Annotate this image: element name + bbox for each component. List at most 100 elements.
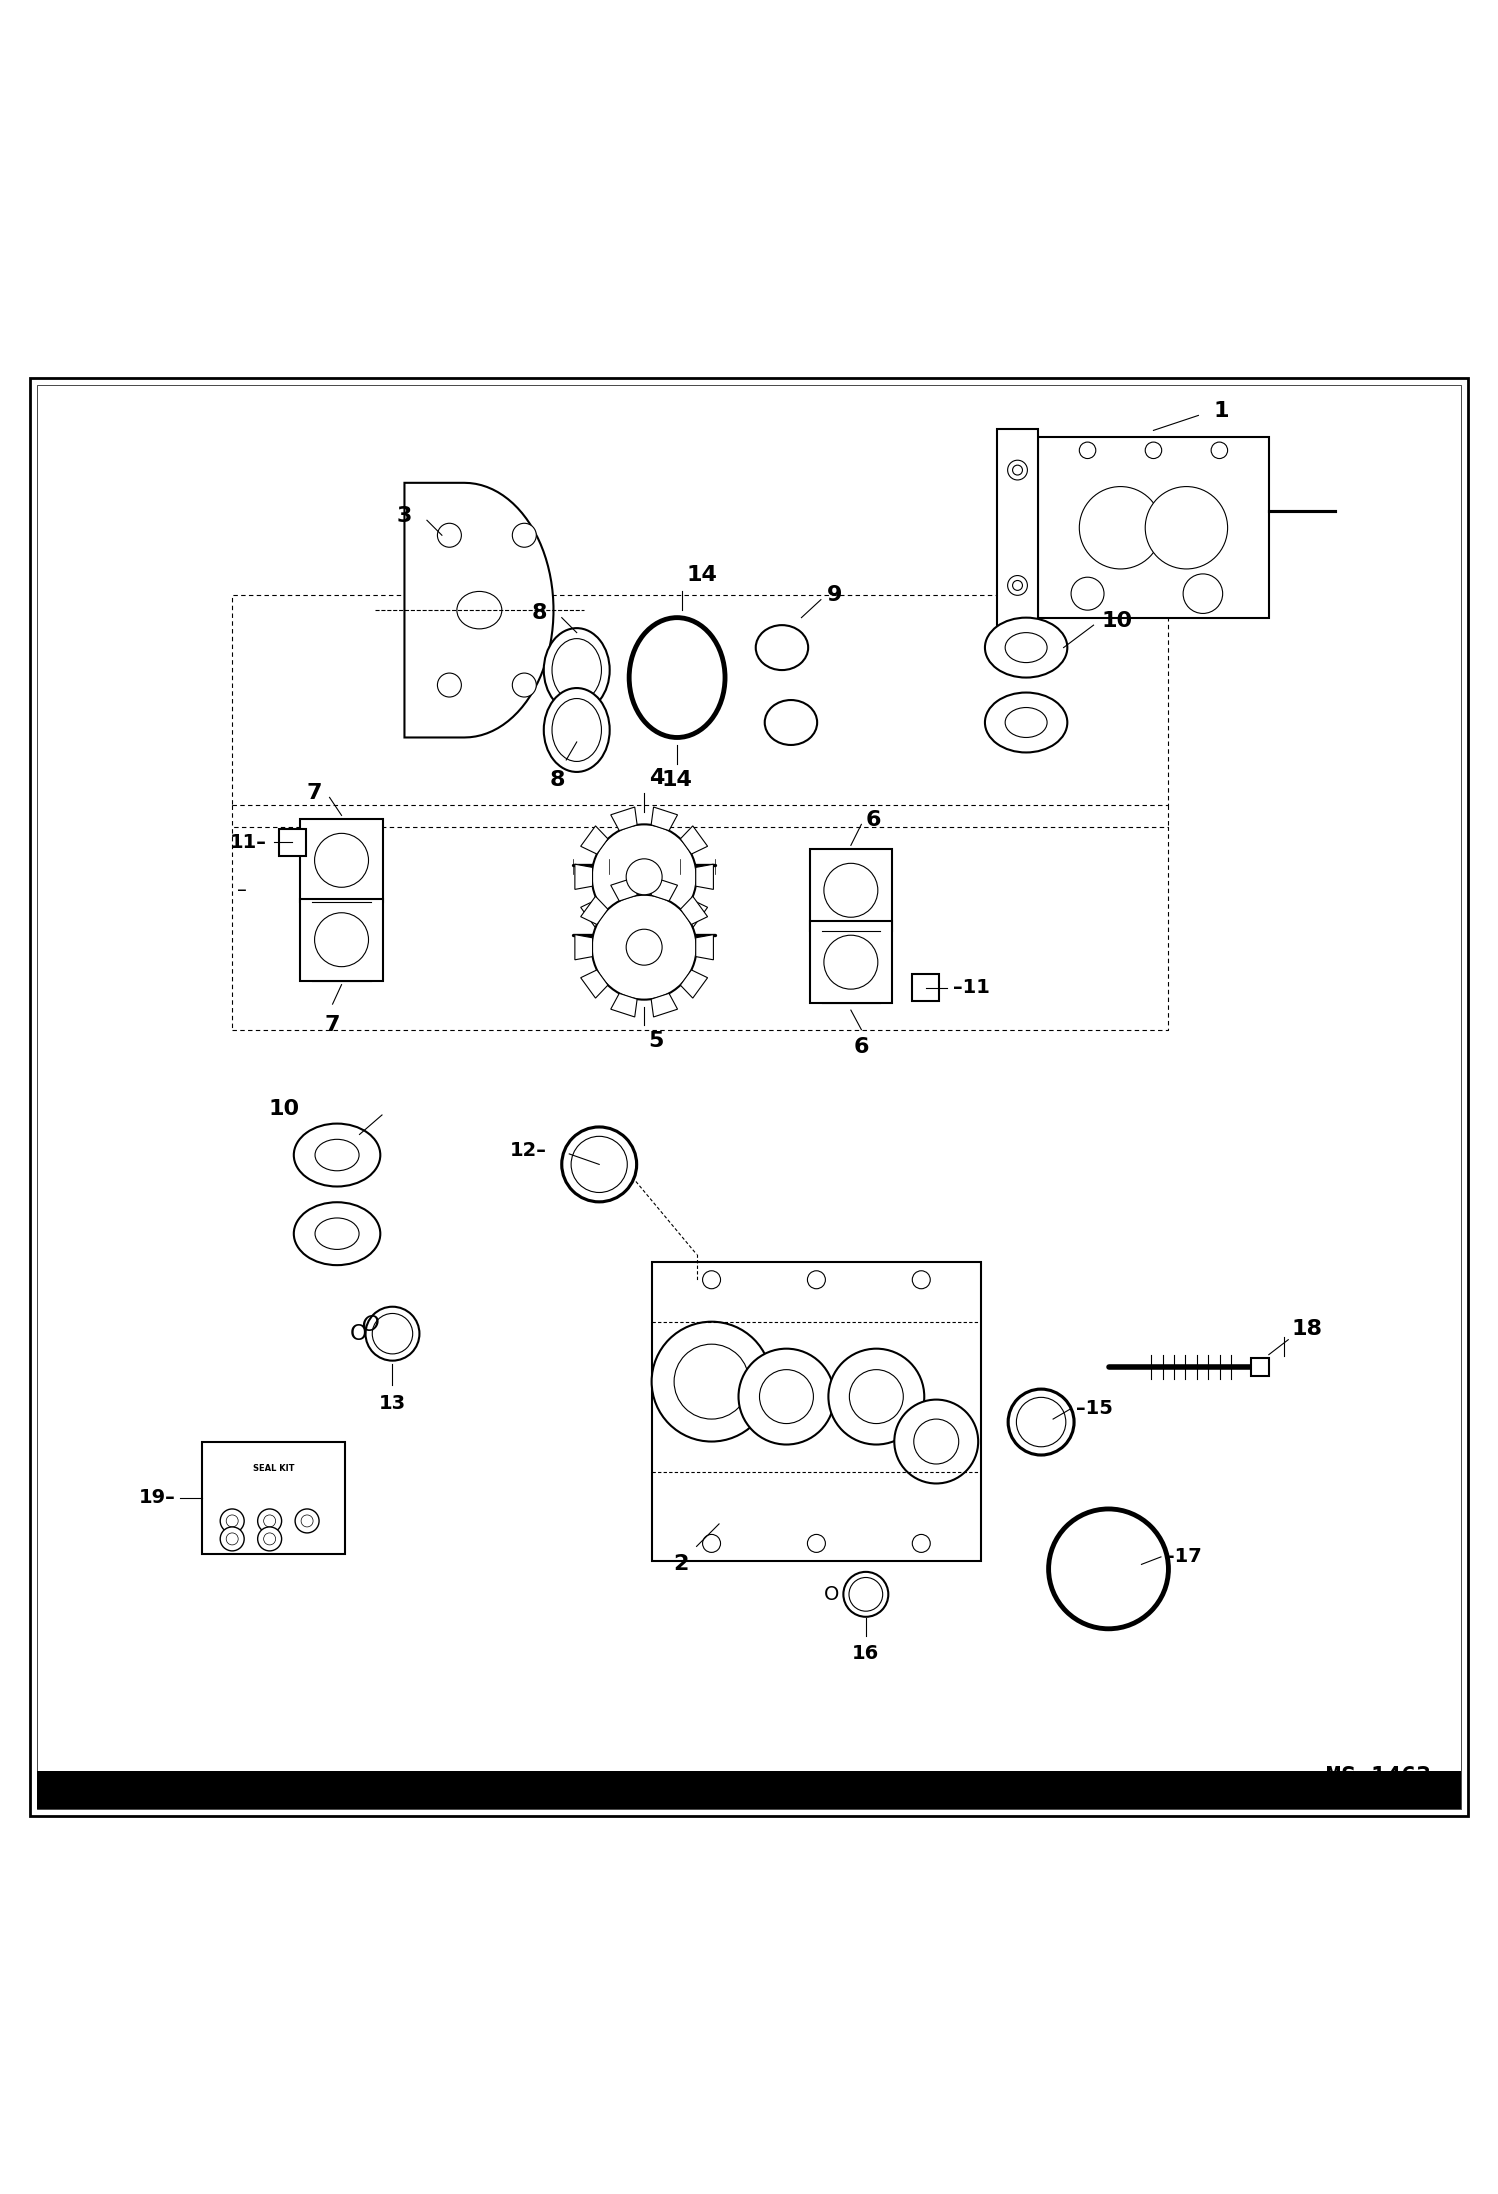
Ellipse shape	[544, 627, 610, 713]
Circle shape	[652, 1321, 771, 1441]
Polygon shape	[652, 878, 677, 902]
Ellipse shape	[1016, 1398, 1067, 1446]
Polygon shape	[611, 994, 637, 1018]
Circle shape	[220, 1509, 244, 1534]
Text: 1: 1	[1213, 402, 1228, 421]
Ellipse shape	[366, 1308, 419, 1360]
Circle shape	[220, 1527, 244, 1551]
Bar	[279, 829, 306, 856]
Text: 14: 14	[662, 770, 692, 790]
Ellipse shape	[629, 619, 725, 737]
Ellipse shape	[551, 638, 601, 702]
Bar	[1251, 1358, 1269, 1376]
Circle shape	[849, 1369, 903, 1424]
Polygon shape	[581, 825, 608, 853]
Text: 6: 6	[854, 1038, 869, 1058]
Bar	[300, 900, 382, 981]
Polygon shape	[695, 864, 713, 889]
Ellipse shape	[1005, 706, 1047, 737]
Text: –17: –17	[1165, 1547, 1203, 1567]
Ellipse shape	[294, 1123, 380, 1187]
Circle shape	[226, 1534, 238, 1545]
Text: –11: –11	[953, 979, 990, 996]
Text: 2: 2	[674, 1553, 689, 1573]
Polygon shape	[581, 900, 608, 928]
Text: 7: 7	[325, 1014, 340, 1036]
Bar	[1038, 437, 1269, 619]
Text: 10: 10	[268, 1099, 300, 1119]
Polygon shape	[575, 935, 593, 959]
Bar	[809, 921, 893, 1003]
Circle shape	[703, 1534, 721, 1553]
Circle shape	[295, 1509, 319, 1534]
Circle shape	[258, 1527, 282, 1551]
Ellipse shape	[986, 693, 1067, 753]
Ellipse shape	[294, 1202, 380, 1266]
Bar	[202, 1441, 345, 1553]
Bar	[652, 1262, 981, 1562]
Text: 10: 10	[1101, 610, 1132, 630]
Text: 6: 6	[866, 810, 881, 829]
Circle shape	[301, 1514, 313, 1527]
Polygon shape	[680, 970, 707, 998]
Ellipse shape	[1008, 1389, 1074, 1455]
Circle shape	[437, 522, 461, 546]
Circle shape	[807, 1534, 825, 1553]
Ellipse shape	[544, 689, 610, 772]
Circle shape	[828, 1349, 924, 1444]
Text: MS-1463: MS-1463	[1326, 1766, 1431, 1788]
Text: 7: 7	[307, 783, 322, 803]
Circle shape	[626, 858, 662, 895]
Circle shape	[1008, 461, 1028, 480]
Text: 13: 13	[379, 1393, 406, 1413]
Circle shape	[626, 930, 662, 965]
Polygon shape	[611, 807, 637, 832]
Bar	[37, 1771, 1461, 1808]
Text: 8: 8	[532, 603, 547, 623]
Circle shape	[912, 1270, 930, 1288]
Polygon shape	[581, 970, 608, 998]
Text: O: O	[824, 1584, 839, 1604]
Text: O: O	[361, 1314, 379, 1334]
Circle shape	[914, 1420, 959, 1463]
Ellipse shape	[457, 592, 502, 630]
Circle shape	[1210, 441, 1228, 459]
Polygon shape	[404, 483, 553, 737]
Ellipse shape	[849, 1577, 882, 1610]
Ellipse shape	[571, 1136, 628, 1194]
Text: 18: 18	[1291, 1319, 1323, 1338]
Circle shape	[739, 1349, 834, 1444]
Ellipse shape	[315, 1139, 360, 1172]
Circle shape	[264, 1514, 276, 1527]
Polygon shape	[680, 897, 707, 924]
Circle shape	[1146, 487, 1228, 568]
Bar	[912, 974, 939, 1000]
Text: O: O	[349, 1323, 367, 1343]
Ellipse shape	[765, 700, 818, 746]
Text: 5: 5	[649, 1031, 664, 1051]
Circle shape	[437, 674, 461, 698]
Ellipse shape	[986, 619, 1067, 678]
Circle shape	[703, 1270, 721, 1288]
Circle shape	[1013, 581, 1023, 590]
Bar	[300, 818, 382, 902]
Circle shape	[912, 1534, 930, 1553]
Polygon shape	[652, 924, 677, 946]
Text: –15: –15	[1076, 1400, 1113, 1417]
Circle shape	[592, 825, 697, 930]
Ellipse shape	[1049, 1509, 1168, 1628]
Circle shape	[1183, 575, 1222, 614]
Ellipse shape	[562, 1128, 637, 1202]
Polygon shape	[652, 994, 677, 1018]
Text: 4: 4	[649, 768, 664, 788]
Polygon shape	[575, 864, 593, 889]
Polygon shape	[611, 878, 637, 902]
Polygon shape	[652, 807, 677, 832]
Text: 11–: 11–	[229, 834, 267, 851]
Polygon shape	[695, 935, 713, 959]
Text: 19–: 19–	[138, 1488, 175, 1507]
Text: 8: 8	[550, 770, 565, 790]
Circle shape	[258, 1509, 282, 1534]
Text: 3: 3	[397, 507, 412, 527]
Text: 14: 14	[686, 564, 718, 584]
